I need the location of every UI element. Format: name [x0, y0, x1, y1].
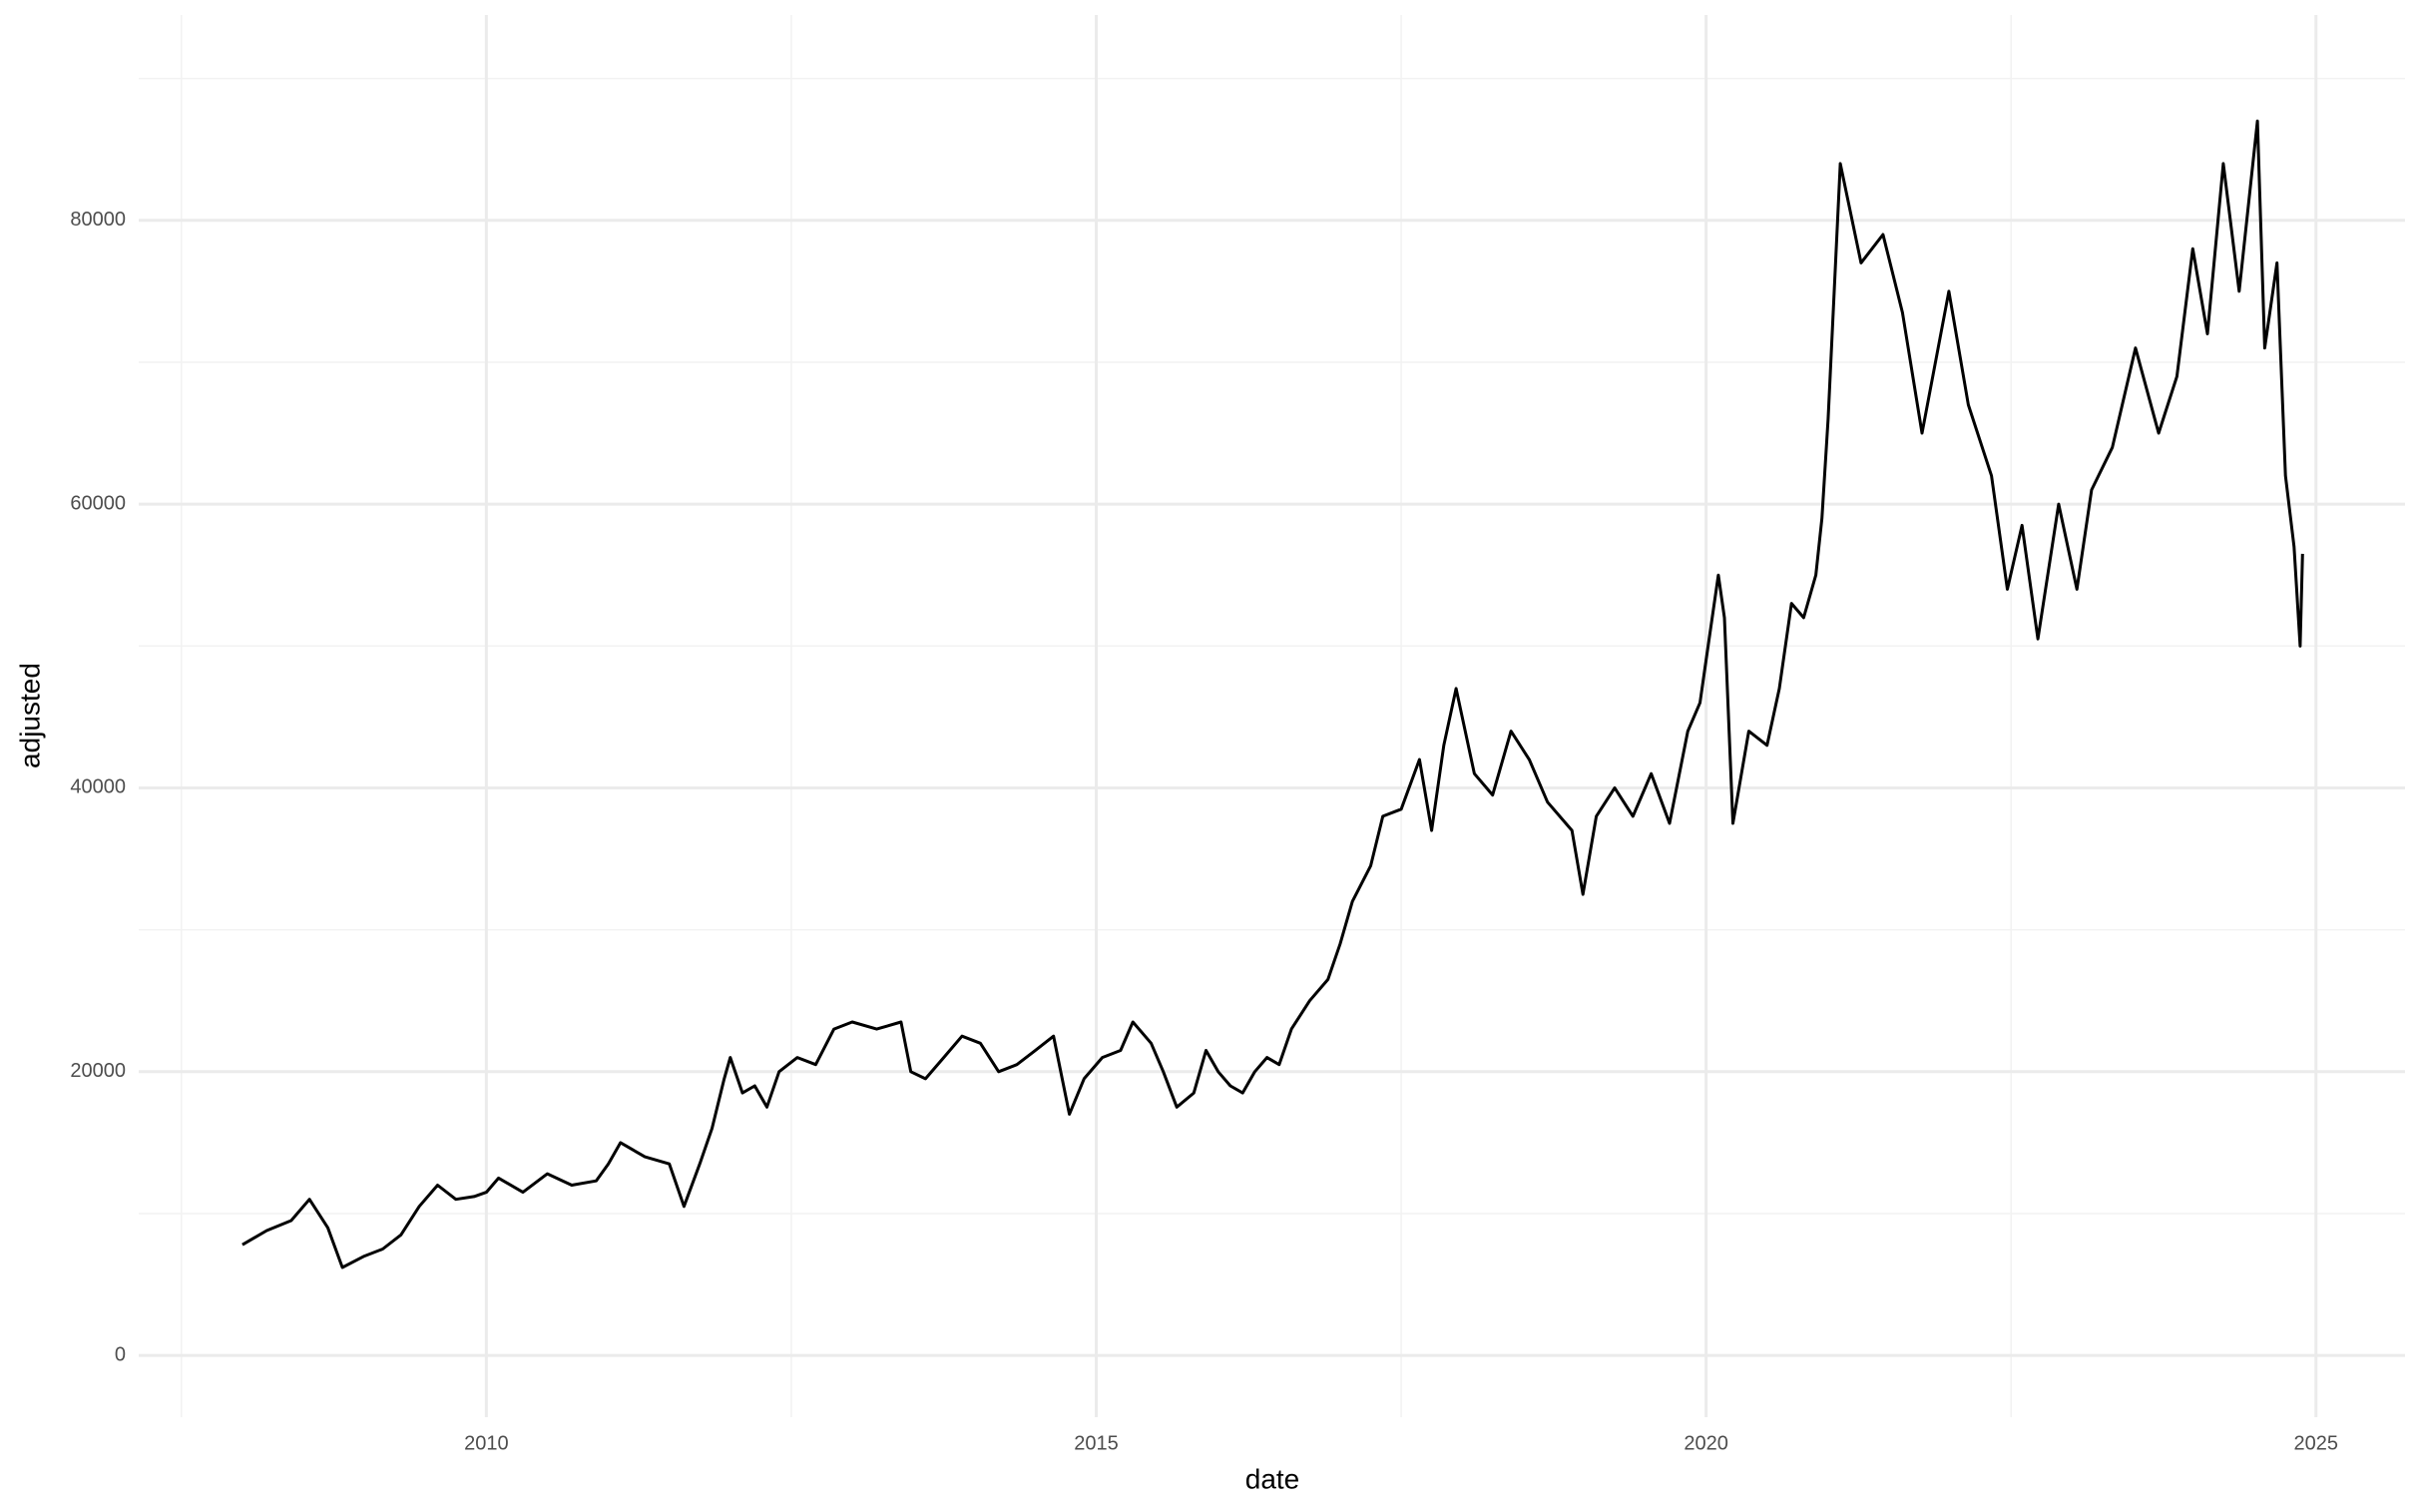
price-line — [242, 119, 2304, 1269]
x-axis-title: date — [1245, 1463, 1300, 1494]
x-tick-label: 2025 — [2294, 1432, 2339, 1454]
y-tick-label: 80000 — [70, 209, 126, 231]
x-tick-label: 2020 — [1684, 1432, 1728, 1454]
y-tick-label: 40000 — [70, 776, 126, 798]
y-tick-label: 0 — [115, 1343, 126, 1365]
y-tick-label: 20000 — [70, 1060, 126, 1082]
x-tick-label: 2015 — [1074, 1432, 1119, 1454]
y-axis-title: adjusted — [14, 663, 45, 768]
y-tick-label: 60000 — [70, 492, 126, 514]
x-tick-label: 2010 — [464, 1432, 509, 1454]
